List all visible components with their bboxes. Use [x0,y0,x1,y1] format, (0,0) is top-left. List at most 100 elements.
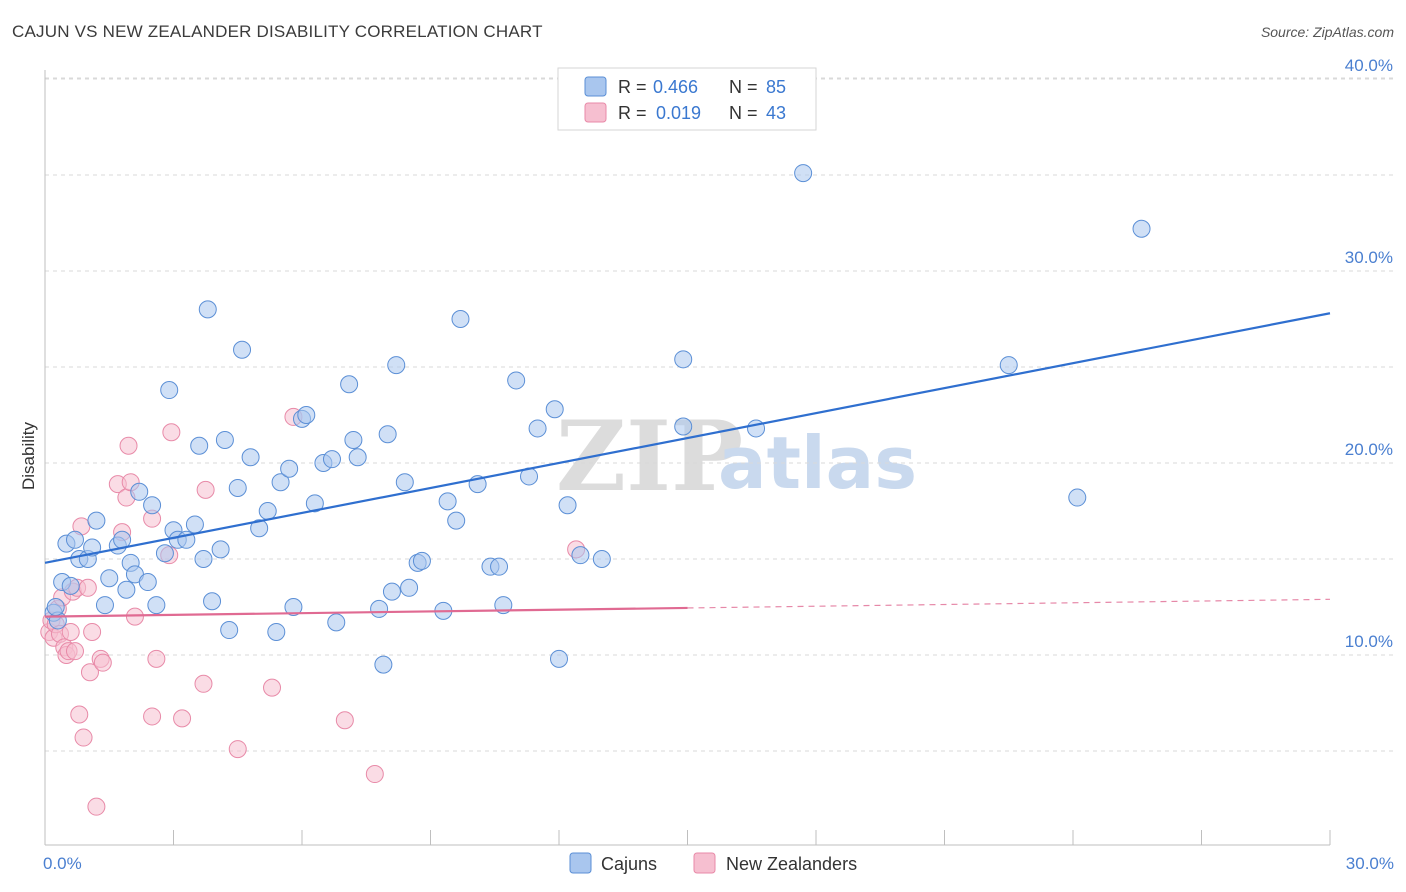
cajuns-point [387,356,406,375]
cajuns-r-value: 0.466 [653,77,698,97]
cajuns-point [327,613,346,632]
cajuns-point [203,592,222,611]
nz-point [147,649,166,668]
nz-point [80,663,99,682]
cajuns-point [215,430,234,449]
nz-trend-line-dashed [687,598,1331,609]
nz-n-value: 43 [766,103,786,123]
nz-series-label: New Zealanders [726,854,857,874]
y-tick-label: 20.0% [1345,440,1393,459]
stats-legend: R = 0.466 N = 85 R = 0.019 N = 43 [557,67,817,131]
cajuns-point [83,538,102,557]
y-axis-tick-labels: 10.0% 20.0% 30.0% 40.0% [1345,56,1393,651]
cajuns-point [674,417,693,436]
y-tick-label: 30.0% [1345,248,1393,267]
cajuns-point [190,436,209,455]
cajuns-series-label: Cajuns [601,854,657,874]
cajuns-point [490,557,509,576]
nz-r-value: 0.019 [656,103,701,123]
cajuns-point [378,425,397,444]
cajuns-point [130,482,149,501]
nz-r-label: R = [618,103,647,123]
nz-trend-line-solid [44,606,688,618]
nz-point [228,740,247,759]
series-legend: Cajuns New Zealanders [569,852,857,874]
cajuns-point [185,515,204,534]
cajuns-point [233,340,252,359]
cajuns-point [241,448,260,467]
cajuns-point [138,573,157,592]
nz-point [125,607,144,626]
nz-point [194,674,213,693]
nz-point [335,711,354,730]
cajuns-point [297,406,316,424]
cajuns-point [117,580,136,599]
cajuns-point [395,473,414,492]
cajuns-point [400,578,419,597]
cajuns-point [571,546,590,565]
cajuns-point [528,419,547,438]
nz-point [365,765,384,784]
cajuns-point [370,599,389,618]
cajuns-point [305,494,324,513]
cajuns-point [228,478,247,497]
cajuns-point [284,598,303,616]
y-axis-label: Disability [19,421,38,490]
cajuns-point [999,356,1018,375]
nz-point [65,642,84,661]
nz-point [162,423,181,442]
cajuns-point [1068,488,1087,507]
cajuns-point [271,473,290,492]
nz-point [61,622,80,641]
cajuns-point [674,350,693,369]
cajuns-point [250,519,269,538]
cajuns-point [348,448,367,467]
cajuns-trend-line [44,312,1331,564]
cajuns-point [322,450,341,469]
cajuns-point [592,550,611,568]
cajuns-point [100,569,119,588]
nz-point [93,653,112,672]
cajuns-point [447,511,466,530]
cajuns-point [438,492,457,511]
nz-point [263,678,282,697]
y-tick-label: 10.0% [1345,632,1393,651]
nz-point [173,709,192,728]
cajuns-series-swatch [569,852,592,874]
cajuns-point [558,496,577,515]
cajuns-point [65,530,84,549]
nz-point [74,728,93,747]
cajuns-point [61,576,80,595]
cajuns-point [155,544,174,563]
x-axis-tick-labels: 0.0% 30.0% [43,854,1394,873]
nz-point [196,480,215,499]
cajuns-point [198,300,217,319]
nz-legend-swatch [584,102,607,123]
cajuns-point [550,649,568,668]
cajuns-point [211,540,230,559]
cajuns-legend-swatch [584,76,607,97]
x-axis-ticks [44,830,1331,845]
nz-point [70,705,89,724]
cajuns-point [794,164,813,183]
nz-point [78,578,97,597]
y-tick-label: 40.0% [1345,56,1393,75]
cajuns-point [374,655,393,674]
cajuns-point [147,596,166,615]
nz-point [143,707,162,726]
cajuns-point [143,496,162,515]
chart-title: CAJUN VS NEW ZEALANDER DISABILITY CORREL… [12,22,543,41]
cajuns-point [545,400,564,419]
nz-point [87,797,106,816]
watermark-zip: ZIP [556,400,743,513]
cajuns-point [220,621,239,640]
cajuns-point [280,459,299,478]
x-tick-label: 30.0% [1346,854,1394,873]
source-credit: Source: ZipAtlas.com [1260,24,1394,40]
nz-series-swatch [693,852,716,874]
cajuns-point [340,375,359,394]
trend-lines [44,312,1331,618]
cajuns-n-label: N = [729,77,758,97]
cajuns-point [1132,219,1151,238]
